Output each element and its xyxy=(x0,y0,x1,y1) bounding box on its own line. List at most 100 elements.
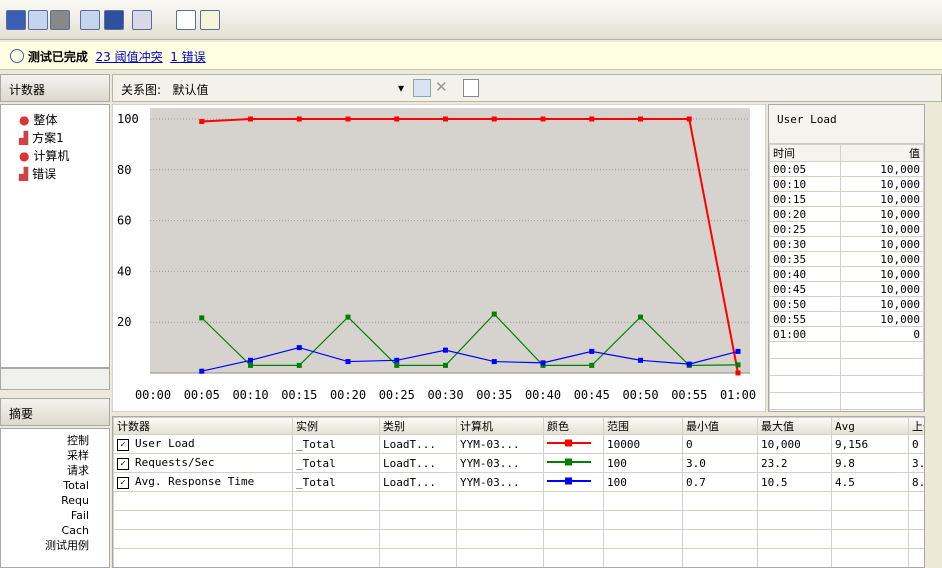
value-cell: 10,000 xyxy=(840,266,924,282)
new-graph-button[interactable] xyxy=(413,79,431,97)
data-point xyxy=(248,116,253,122)
legend-row[interactable]: ✓ Avg. Response Time _Total LoadT... YYM-03.… xyxy=(113,472,924,492)
checkbox[interactable]: ✓ xyxy=(117,439,129,451)
legend-cell: 23.2 xyxy=(757,453,832,473)
value-cell: 10,000 xyxy=(840,236,924,252)
tree-item[interactable]: ● 整体 xyxy=(19,113,58,127)
export-button[interactable] xyxy=(80,10,100,30)
graph-select[interactable]: 默认值 xyxy=(172,83,209,97)
data-point xyxy=(296,345,302,351)
empty-cell xyxy=(831,529,909,549)
right-edge xyxy=(925,104,942,568)
empty-row xyxy=(113,529,924,549)
summary-item: Requ xyxy=(61,494,89,507)
data-point xyxy=(540,116,546,122)
summary-item: 控制 xyxy=(67,434,89,447)
value-cell: 00:15 xyxy=(769,191,842,207)
print-button[interactable] xyxy=(50,10,70,30)
data-point xyxy=(589,116,595,122)
table-view-button[interactable] xyxy=(200,10,220,30)
legend-cell: LoadT... xyxy=(379,472,457,492)
legend-cell: 0 xyxy=(908,434,924,454)
value-cell: 00:05 xyxy=(769,161,842,177)
value-row: 00:30 10,000 xyxy=(769,236,924,252)
data-point xyxy=(589,348,595,354)
data-point xyxy=(443,347,448,353)
empty-cell xyxy=(908,491,924,511)
column-header: 计算机 xyxy=(456,417,544,435)
empty-cell xyxy=(769,409,842,411)
checkbox[interactable]: ✓ xyxy=(117,458,129,470)
dropdown-arrow[interactable]: ▾ xyxy=(398,81,405,95)
summary-item: 请求 xyxy=(67,464,89,477)
horizontal-scrollbar[interactable] xyxy=(0,368,110,390)
word-button[interactable] xyxy=(104,10,124,30)
legend-row[interactable]: ✓ Requests/Sec _Total LoadT... YYM-03... 100 3… xyxy=(113,453,924,473)
data-point xyxy=(491,311,497,317)
tree-label: 计算机 xyxy=(33,149,70,163)
x-tick-label: 00:45 xyxy=(574,388,610,402)
status-icon xyxy=(10,49,24,63)
value-title: User Load xyxy=(769,105,924,144)
empty-row xyxy=(113,510,924,530)
tree-item[interactable]: ● 计算机 xyxy=(19,149,70,163)
value-cell: 00:45 xyxy=(769,281,842,297)
options-button[interactable] xyxy=(463,79,479,97)
empty-cell xyxy=(379,510,457,530)
empty-row xyxy=(769,392,924,410)
graph-label: 关系图: xyxy=(121,83,162,97)
toolbar xyxy=(0,0,942,40)
value-cell: 10,000 xyxy=(840,281,924,297)
data-point xyxy=(540,360,546,366)
summary-item: Total xyxy=(63,479,89,492)
tree-item[interactable]: ▟ 错误 xyxy=(19,167,57,181)
x-tick-label: 00:55 xyxy=(671,388,707,402)
empty-cell xyxy=(757,548,832,567)
legend-row[interactable]: ✓ User Load _Total LoadT... YYM-03... 10000 0 1… xyxy=(113,434,924,454)
settings-button[interactable] xyxy=(132,10,152,30)
y-tick-label: 80 xyxy=(117,163,131,177)
value-cell: 00:55 xyxy=(769,311,842,327)
tree-item[interactable]: ▟ 方案1 xyxy=(19,131,64,145)
column-header: 实例 xyxy=(292,417,380,435)
threshold-link[interactable]: 23 阈值冲突 xyxy=(95,50,163,64)
value-cell: 10,000 xyxy=(840,311,924,327)
empty-cell xyxy=(113,491,293,511)
data-point xyxy=(394,362,400,368)
value-cell: 00:50 xyxy=(769,296,842,312)
color-swatch xyxy=(547,458,591,465)
series-line xyxy=(201,118,739,374)
error-link[interactable]: 1 错误 xyxy=(170,50,206,64)
data-point xyxy=(491,116,497,122)
value-cell: 10,000 xyxy=(840,161,924,177)
summary-item: Fail xyxy=(70,509,89,522)
value-row: 00:50 10,000 xyxy=(769,296,924,312)
color-swatch xyxy=(547,477,591,484)
data-point xyxy=(248,357,253,363)
data-point xyxy=(686,361,692,367)
legend-cell: LoadT... xyxy=(379,434,457,454)
counter-cell: ✓ Avg. Response Time xyxy=(113,472,293,492)
graph-view-button[interactable] xyxy=(176,10,196,30)
checkbox[interactable]: ✓ xyxy=(117,477,129,489)
empty-cell xyxy=(603,529,683,549)
empty-row xyxy=(769,341,924,359)
column-header: Avg xyxy=(831,417,909,435)
counter-name: User Load xyxy=(135,437,195,450)
delete-button[interactable]: ✕ xyxy=(435,78,448,96)
empty-cell xyxy=(113,510,293,530)
tree-label: 错误 xyxy=(32,167,57,181)
save-button[interactable] xyxy=(6,10,26,30)
value-row: 00:40 10,000 xyxy=(769,266,924,282)
empty-cell xyxy=(543,529,604,549)
value-cell: 00:35 xyxy=(769,251,842,267)
counter-name: Requests/Sec xyxy=(135,456,215,469)
copy-button[interactable] xyxy=(28,10,48,30)
empty-cell xyxy=(113,548,293,567)
summary-item: Cach xyxy=(61,524,89,537)
value-row: 00:05 10,000 xyxy=(769,161,924,177)
data-point xyxy=(443,116,448,122)
data-point xyxy=(199,119,205,125)
data-point xyxy=(735,348,741,354)
counter-cell: ✓ Requests/Sec xyxy=(113,453,293,473)
